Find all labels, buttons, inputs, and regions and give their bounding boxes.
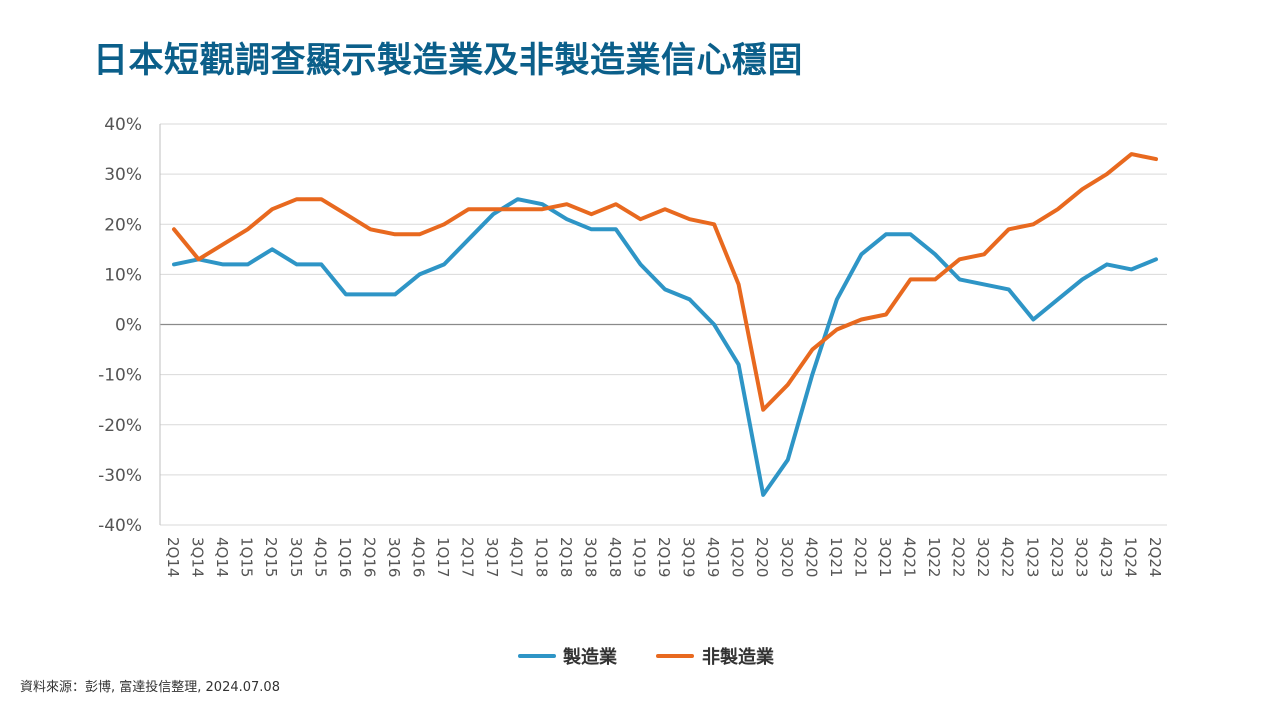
x-tick-label: 1Q22: [925, 537, 943, 577]
y-axis-ticks: 40% 30% 20% 10% 0% -10% -20% -30% -40%: [98, 115, 142, 536]
x-tick-label: 1Q21: [827, 537, 845, 577]
y-tick-label: 10%: [104, 265, 142, 285]
x-tick-label: 4Q18: [606, 537, 624, 577]
x-tick-label: 3Q16: [385, 537, 403, 577]
series-lines: [172, 152, 1158, 497]
x-tick-label: 2Q16: [360, 537, 378, 577]
y-tick-label: 40%: [104, 115, 142, 135]
x-tick-label: 3Q23: [1072, 537, 1090, 577]
x-tick-label: 4Q23: [1097, 537, 1115, 577]
x-tick-label: 2Q17: [459, 537, 477, 577]
x-tick-label: 3Q18: [581, 537, 599, 577]
x-tick-label: 1Q23: [1023, 537, 1041, 577]
x-tick-label: 4Q15: [311, 537, 329, 577]
series-line-manufacturing: [172, 197, 1158, 497]
x-tick-label: 1Q17: [434, 537, 452, 577]
x-tick-label: 1Q24: [1121, 537, 1139, 577]
source-note: 資料來源：彭博, 富達投信整理, 2024.07.08: [20, 680, 280, 695]
x-tick-label: 3Q20: [778, 537, 796, 577]
y-tick-label: 0%: [115, 316, 142, 336]
x-tick-label: 3Q14: [189, 537, 207, 577]
legend-label: 非製造業: [702, 646, 775, 668]
series-line-non-manufacturing: [172, 152, 1158, 412]
x-tick-label: 2Q19: [655, 537, 673, 577]
x-tick-label: 4Q20: [802, 537, 820, 577]
legend: 製造業 非製造業: [518, 646, 775, 668]
x-tick-label: 3Q19: [680, 537, 698, 577]
y-tick-label: -10%: [98, 366, 142, 386]
x-tick-label: 3Q17: [483, 537, 501, 577]
x-tick-label: 2Q15: [262, 537, 280, 577]
x-tick-label: 1Q18: [532, 537, 550, 577]
x-tick-label: 2Q21: [851, 537, 869, 577]
x-axis-ticks: 2Q14 3Q14 4Q14 1Q15 2Q15 3Q15 4Q15 1Q16 2Q16 3Q16…: [164, 537, 1164, 577]
x-tick-label: 4Q16: [410, 537, 428, 577]
x-tick-label: 1Q19: [630, 537, 648, 577]
x-tick-label: 2Q14: [164, 537, 182, 577]
chart-title: 日本短觀調查顯示製造業及非製造業信心穩固: [93, 41, 804, 81]
x-tick-label: 2Q23: [1048, 537, 1066, 577]
x-tick-label: 2Q24: [1146, 537, 1164, 577]
y-tick-label: -20%: [98, 416, 142, 436]
x-tick-label: 4Q17: [508, 537, 526, 577]
x-tick-label: 4Q22: [999, 537, 1017, 577]
x-tick-label: 3Q22: [974, 537, 992, 577]
y-tick-label: -40%: [98, 516, 142, 536]
x-tick-label: 2Q20: [753, 537, 771, 577]
x-tick-label: 1Q15: [238, 537, 256, 577]
x-tick-label: 4Q21: [901, 537, 919, 577]
legend-label: 製造業: [562, 646, 618, 668]
y-tick-label: 20%: [104, 215, 142, 235]
x-tick-label: 1Q16: [336, 537, 354, 577]
y-tick-label: -30%: [98, 466, 142, 486]
x-tick-label: 2Q18: [557, 537, 575, 577]
x-tick-label: 3Q21: [876, 537, 894, 577]
x-tick-label: 4Q14: [213, 537, 231, 577]
x-tick-label: 2Q22: [950, 537, 968, 577]
x-tick-label: 3Q15: [287, 537, 305, 577]
y-tick-label: 30%: [104, 165, 142, 185]
grid-lines: [159, 123, 1167, 526]
x-tick-label: 4Q19: [704, 537, 722, 577]
x-tick-label: 1Q20: [729, 537, 747, 577]
